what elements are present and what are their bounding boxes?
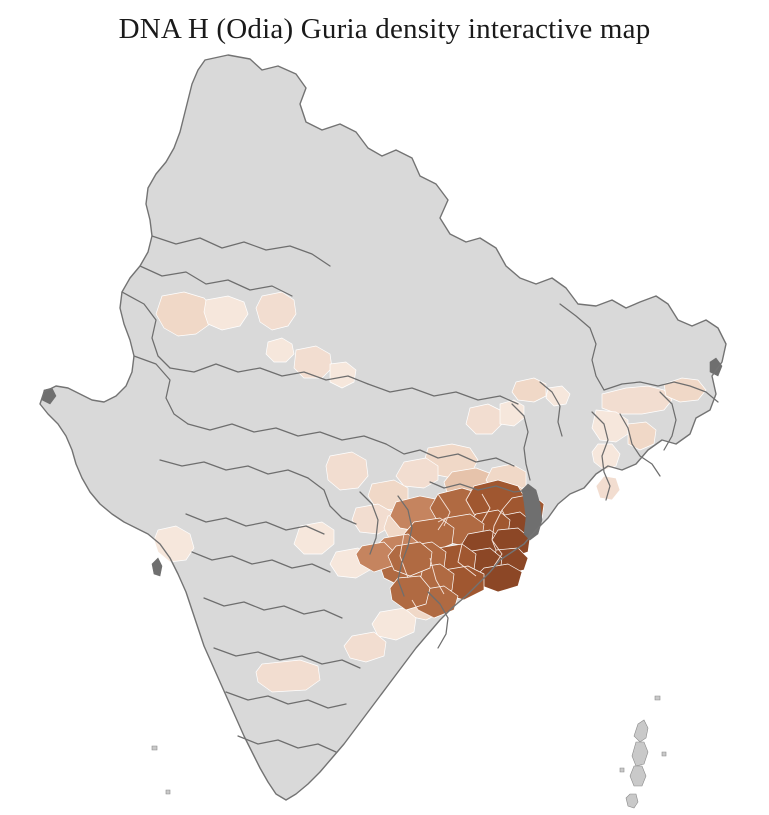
shaded-districts-low[interactable] — [154, 292, 706, 692]
district-shade-up-e — [330, 362, 356, 388]
lakshadweep-islands[interactable] — [151, 745, 171, 795]
island-south-andaman — [629, 765, 647, 787]
district-shade-meghalaya — [592, 444, 620, 470]
island-lakshadweep-2 — [165, 789, 171, 795]
island-middle-andaman — [631, 741, 649, 767]
island-dot-3 — [619, 767, 625, 773]
island-north-andaman — [633, 719, 649, 743]
district-shade-bihar-e — [466, 404, 502, 434]
hotspot-odisha-cluster[interactable] — [356, 480, 544, 619]
country-outline-layer — [39, 54, 727, 801]
district-shade-delhi — [266, 338, 294, 362]
hotspot-district-borders — [399, 485, 503, 619]
district-shade-tripura — [596, 476, 620, 500]
island-lakshadweep-1 — [151, 745, 158, 751]
district-odisha-west-outlier — [388, 542, 432, 576]
district-shade-rajasthan-n2 — [204, 296, 248, 330]
island-dot-2 — [661, 751, 667, 757]
district-shade-rajasthan-n — [156, 292, 214, 336]
sundarbans-coast — [521, 483, 543, 541]
district-shade-gujarat-s — [154, 526, 194, 562]
choropleth-map-canvas[interactable] — [0, 52, 769, 815]
district-shade-telangana-n — [256, 660, 320, 692]
district-shade-jharkhand-3 — [396, 458, 438, 488]
konkan-coast-strip — [151, 557, 163, 577]
district-shade-assam-2 — [664, 378, 706, 402]
district-shade-up-west — [256, 292, 296, 330]
district-shade-assam-3 — [592, 410, 628, 442]
district-shade-ne-small — [546, 386, 570, 406]
district-shade-up-central — [294, 346, 332, 378]
district-shade-wb-n — [512, 378, 546, 402]
district-shade-assam-4 — [628, 422, 656, 450]
andaman-nicobar-islands[interactable] — [619, 695, 670, 815]
district-odisha-nuapada — [356, 542, 394, 572]
india-district-choropleth[interactable] — [0, 52, 769, 815]
district-shade-assam-1 — [602, 386, 672, 414]
page-title: DNA H (Odia) Guria density interactive m… — [118, 13, 651, 45]
island-little-andaman — [625, 793, 639, 809]
district-shade-ap-4 — [344, 632, 386, 662]
district-shade-mp-e — [326, 452, 368, 490]
district-shade-mp-e2 — [294, 522, 334, 554]
state-boundaries — [121, 235, 719, 753]
island-dot-1 — [654, 695, 661, 701]
